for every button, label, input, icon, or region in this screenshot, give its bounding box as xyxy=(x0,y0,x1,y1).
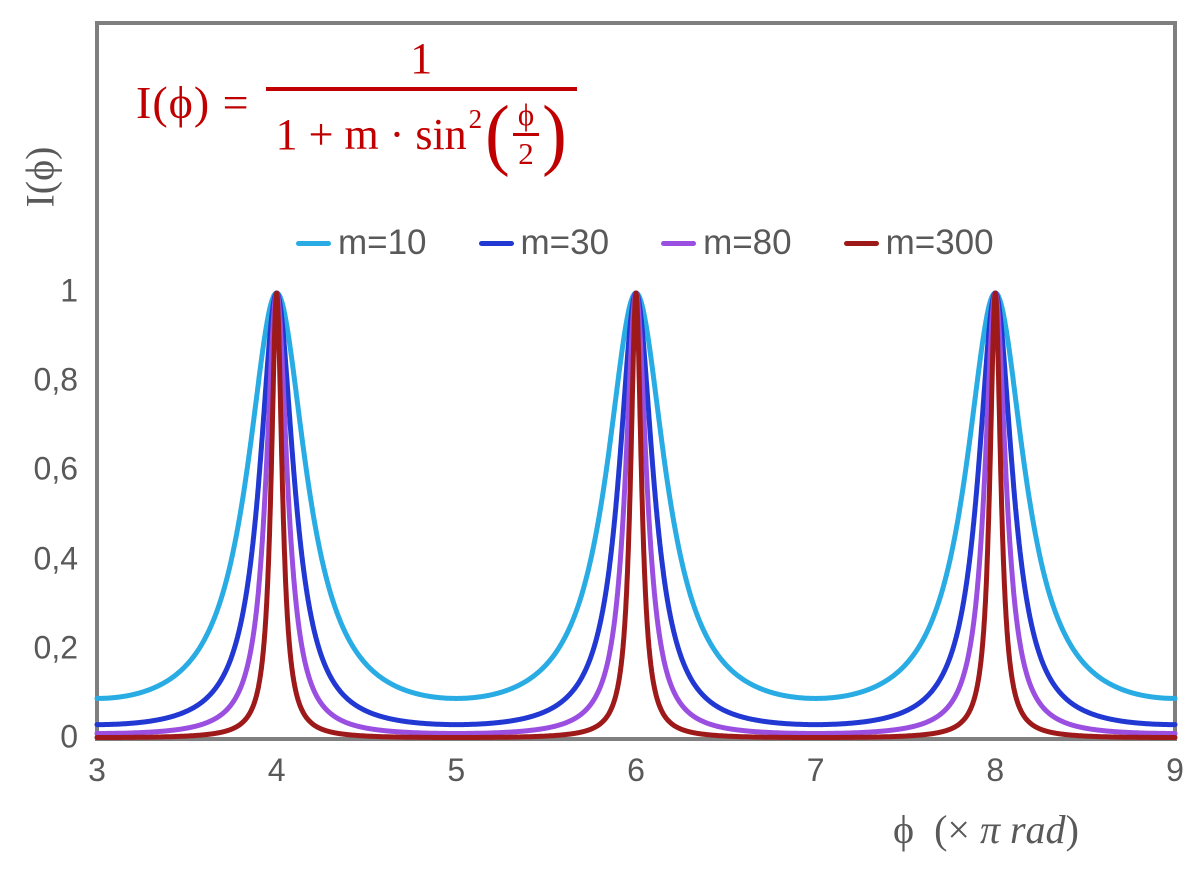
x-tick-label: 8 xyxy=(986,752,1005,788)
y-tick-label: 0,4 xyxy=(33,540,78,577)
x-tick-label: 7 xyxy=(806,752,825,788)
x-axis-title-close: ) xyxy=(1065,807,1079,852)
plot-frame xyxy=(95,21,1177,741)
legend-swatch-line xyxy=(296,240,331,246)
formula-inner-numerator: ϕ xyxy=(512,98,540,137)
curve-m=80 xyxy=(94,290,1178,736)
formula-denominator: 1 + m · sin 2(ϕ 2) xyxy=(265,86,577,179)
legend-label: m=30 xyxy=(520,223,610,262)
legend-label: m=80 xyxy=(703,223,792,262)
formula-annotation: I(ϕ) = 1 1 + m · sin 2(ϕ 2) xyxy=(136,34,577,179)
formula-inner-denominator: 2 xyxy=(518,136,534,172)
formula-exponent: 2 xyxy=(468,104,483,135)
legend-swatch-line xyxy=(661,240,697,246)
legend-item: m=80 xyxy=(661,223,792,263)
legend-label: m=300 xyxy=(885,223,994,262)
formula-denominator-text: 1 + m · sin xyxy=(275,109,467,159)
curve-m=300 xyxy=(94,290,1178,740)
formula-lhs: I(ϕ) = xyxy=(136,76,250,128)
formula-close-paren: ) xyxy=(542,89,567,179)
legend-swatch-line xyxy=(478,240,514,246)
legend-item: m=300 xyxy=(843,223,994,263)
legend: m=10 m=30 m=80 m=300 xyxy=(296,223,994,263)
y-tick-label: 0,8 xyxy=(33,361,78,398)
x-tick-label: 6 xyxy=(627,752,645,788)
formula-numerator: 1 xyxy=(410,34,433,83)
x-axis-title-unit: π rad xyxy=(979,807,1066,852)
curve-m=30 xyxy=(94,290,1178,728)
curve-lines xyxy=(94,290,1178,740)
legend-item: m=30 xyxy=(478,223,610,263)
x-tick-label: 4 xyxy=(267,752,286,788)
x-axis-title-pre: (× xyxy=(914,807,980,852)
y-tick-label: 0 xyxy=(60,718,78,755)
y-tick-label: 1 xyxy=(60,272,78,309)
legend-swatch-line xyxy=(843,240,879,246)
formula-open-paren: ( xyxy=(485,89,510,179)
y-axis-title: I(ϕ) xyxy=(17,146,63,208)
formula-fraction: 1 1 + m · sin 2(ϕ 2) xyxy=(265,34,577,179)
x-tick-label: 3 xyxy=(88,752,106,788)
x-tick-label: 5 xyxy=(447,752,466,788)
legend-item: m=10 xyxy=(296,223,427,263)
x-axis-title: ϕ (× π rad) xyxy=(893,806,1079,853)
legend-label: m=10 xyxy=(338,223,427,262)
y-tick-label: 0,6 xyxy=(33,451,78,488)
x-tick-label: 9 xyxy=(1166,752,1184,788)
y-tick-label: 0,2 xyxy=(33,629,78,666)
x-axis-title-phi: ϕ xyxy=(893,807,915,852)
